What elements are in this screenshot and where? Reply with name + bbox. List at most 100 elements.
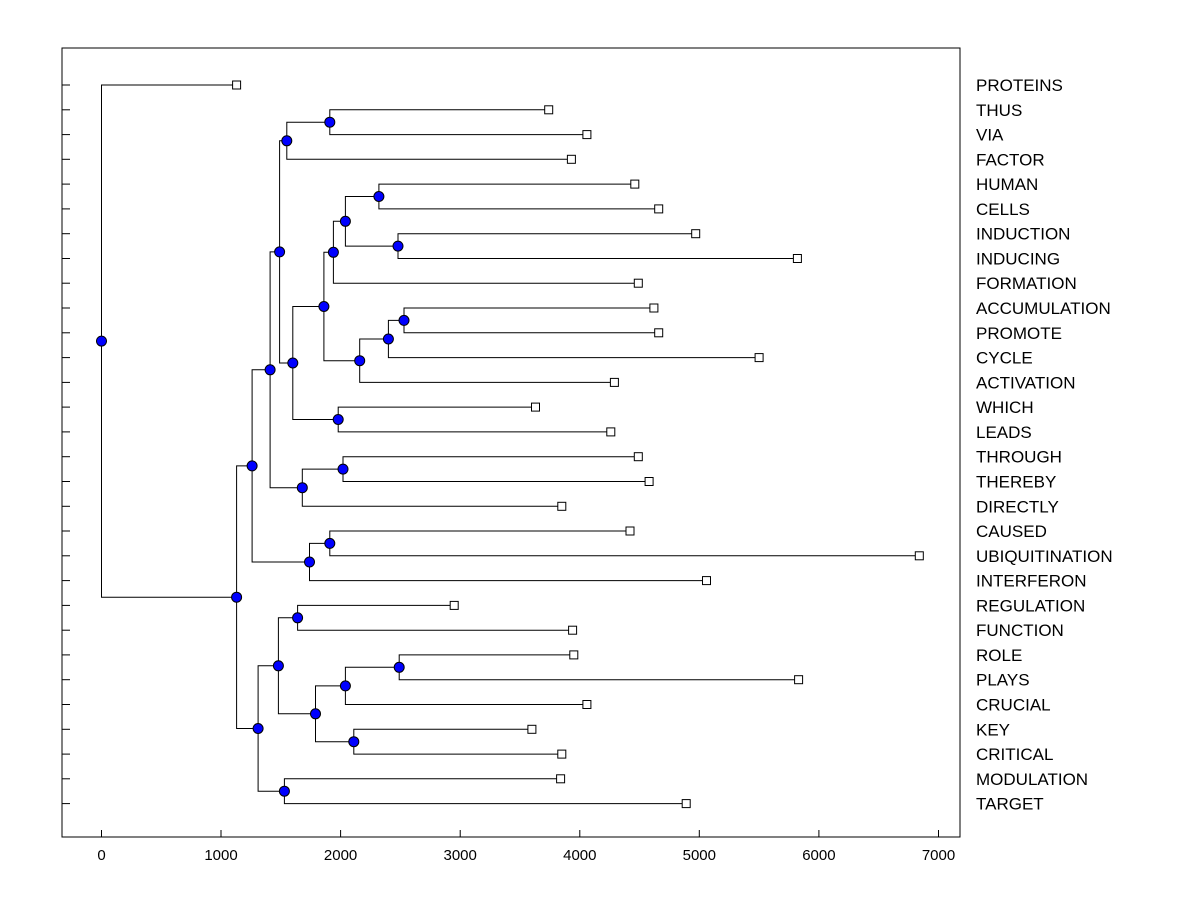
- leaf-marker-critical: [557, 749, 567, 759]
- leaf-marker-cycle: [754, 353, 764, 363]
- leaf-label-cycle: CYCLE: [976, 349, 1033, 368]
- leaf-marker-inducing: [792, 254, 802, 263]
- leaf-label-human: HUMAN: [976, 175, 1038, 194]
- link-O-O1: [277, 617, 298, 666]
- node-marker-o: [272, 660, 284, 672]
- link-A-N: [236, 597, 259, 729]
- link-F-G: [292, 306, 324, 363]
- leaf-marker-proteins: [232, 80, 242, 90]
- link-root-A: [101, 341, 237, 598]
- leaf-label-key: KEY: [976, 720, 1010, 739]
- leaf-marker-caused: [625, 526, 635, 536]
- leaf-marker-cells: [654, 204, 664, 214]
- link-K-K1: [301, 468, 343, 488]
- node-marker-l: [304, 556, 315, 568]
- leaf-marker-modulation: [556, 774, 566, 784]
- leaf-marker-leads: [606, 427, 616, 437]
- leaf-marker-ubiquitination: [914, 551, 924, 561]
- leaf-label-formation: FORMATION: [976, 274, 1077, 293]
- leaf-marker-via: [582, 130, 592, 140]
- node-marker-root: [96, 335, 107, 347]
- link-P-P1: [315, 685, 346, 714]
- node-marker-p3: [348, 736, 360, 748]
- link-B-L: [251, 465, 310, 563]
- leaf-marker-factor: [566, 154, 576, 164]
- node-marker-a: [231, 591, 243, 603]
- node-markers: [96, 116, 410, 797]
- link-C-K: [269, 369, 303, 489]
- leaf-label-modulation: MODULATION: [976, 770, 1088, 789]
- leaf-marker-accumulation: [649, 303, 659, 313]
- node-marker-f: [287, 357, 299, 369]
- leaf-label-thereby: THEREBY: [976, 473, 1056, 492]
- link-L-L20: [309, 562, 707, 582]
- node-marker-h1: [339, 215, 351, 227]
- link-K-L17: [301, 487, 562, 507]
- link-E-L3: [286, 140, 572, 160]
- leaf-marker-directly: [557, 501, 567, 511]
- x-tick-label-6000: 6000: [802, 847, 835, 864]
- leaf-label-factor: FACTOR: [976, 150, 1045, 169]
- link-F-J: [292, 363, 339, 420]
- link-P1-L25: [344, 685, 587, 705]
- link-I1-L11: [387, 339, 760, 359]
- leaf-label-accumulation: ACCUMULATION: [976, 299, 1111, 318]
- node-marker-l_1: [324, 537, 336, 549]
- leaf-marker-function: [568, 625, 578, 635]
- leaf-marker-target: [681, 799, 691, 809]
- node-marker-j: [332, 414, 344, 425]
- link-L-L_1: [309, 542, 330, 562]
- leaf-label-activation: ACTIVATION: [976, 373, 1076, 392]
- leaf-marker-key: [527, 724, 537, 734]
- leaf-label-which: WHICH: [976, 398, 1034, 417]
- leaf-label-crucial: CRUCIAL: [976, 696, 1051, 715]
- link-N-Q: [257, 728, 285, 792]
- leaf-label-directly: DIRECTLY: [976, 497, 1059, 516]
- link-B-C: [251, 369, 271, 466]
- node-marker-h: [327, 246, 339, 258]
- node-marker-d: [274, 246, 286, 258]
- leaf-label-ubiquitination: UBIQUITINATION: [976, 547, 1113, 566]
- leaf-label-critical: CRITICAL: [976, 745, 1053, 764]
- leaf-markers: [232, 80, 924, 809]
- x-tick-label-5000: 5000: [683, 847, 716, 864]
- link-H1-H3: [344, 221, 398, 247]
- leaf-marker-induction: [691, 229, 701, 239]
- link-O-P: [277, 665, 316, 715]
- dendrogram-links: [101, 84, 920, 805]
- node-marker-e1: [324, 116, 336, 128]
- x-axis-ticks: 0 1000 2000 3000 4000 5000 6000 7000: [97, 830, 955, 864]
- leaf-label-plays: PLAYS: [976, 671, 1030, 690]
- leaf-label-through: THROUGH: [976, 448, 1062, 467]
- node-marker-p2: [393, 661, 405, 673]
- leaf-label-target: TARGET: [976, 795, 1044, 814]
- link-G-I: [323, 306, 360, 362]
- leaf-marker-activation: [609, 377, 619, 387]
- node-marker-p1: [339, 680, 351, 692]
- x-tick-label-1000: 1000: [204, 847, 237, 864]
- link-H-L8: [332, 252, 639, 284]
- plot-frame: [61, 47, 961, 838]
- link-I-L12: [359, 360, 615, 383]
- node-marker-k: [296, 482, 308, 494]
- link-root-L0: [101, 84, 237, 342]
- node-marker-i1: [382, 333, 394, 345]
- leaf-label-proteins: PROTEINS: [976, 76, 1063, 95]
- x-tick-label-3000: 3000: [444, 847, 477, 864]
- link-P-P3: [315, 713, 354, 743]
- node-marker-i: [354, 355, 366, 367]
- leaf-labels: PROTEINS THUS VIA FACTOR HUMAN CELLS INDUCTION…: [976, 76, 1113, 814]
- leaf-label-leads: LEADS: [976, 423, 1032, 442]
- node-marker-q: [278, 785, 290, 797]
- leaf-label-function: FUNCTION: [976, 621, 1064, 640]
- leaf-label-cells: CELLS: [976, 200, 1030, 219]
- leaf-marker-crucial: [582, 700, 592, 709]
- leaf-marker-plays: [794, 675, 804, 685]
- leaf-label-thus: THUS: [976, 101, 1022, 120]
- leaf-marker-thus: [544, 105, 554, 115]
- left-ticks: [62, 84, 70, 805]
- node-marker-b: [246, 460, 258, 472]
- node-marker-h2: [373, 191, 385, 202]
- link-P1-P2: [344, 666, 400, 686]
- leaf-marker-formation: [633, 278, 643, 288]
